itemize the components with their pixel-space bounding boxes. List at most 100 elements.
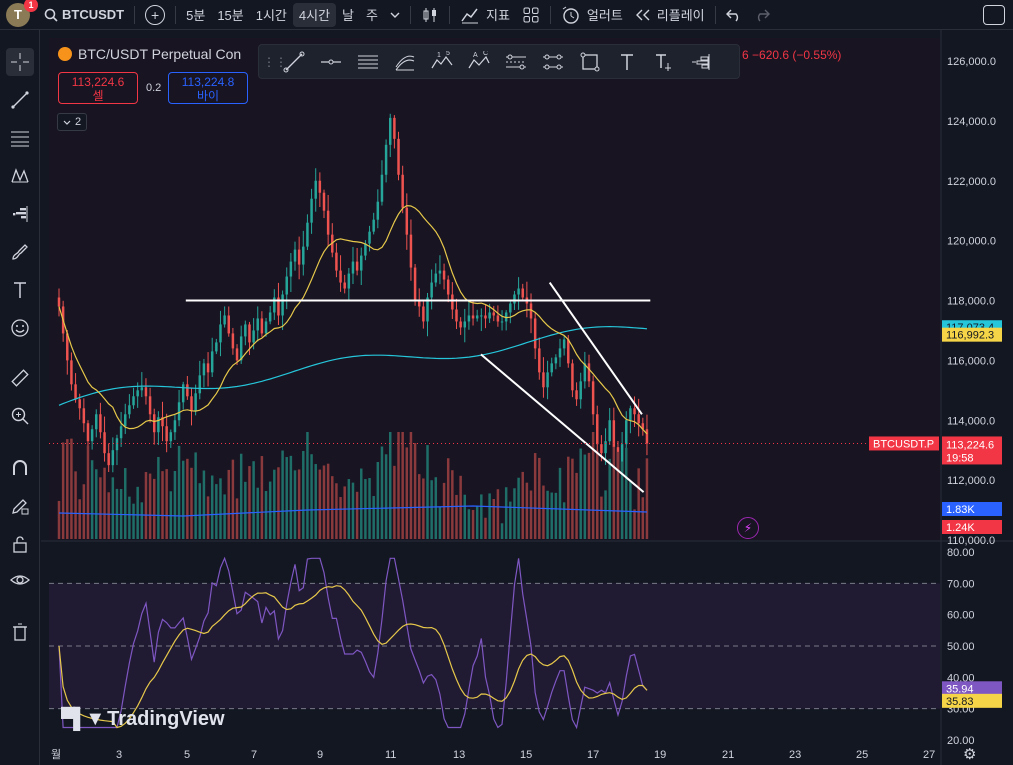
price-range-button[interactable] bbox=[534, 48, 571, 76]
volume-bar bbox=[82, 484, 86, 539]
volume-bar bbox=[542, 485, 545, 539]
price-pane-background bbox=[49, 38, 940, 540]
price-tick-label: 122,000.0 bbox=[947, 176, 996, 188]
chart-type-button[interactable] bbox=[415, 0, 445, 30]
pattern-tool[interactable] bbox=[6, 162, 34, 190]
indicator-count: 2 bbox=[74, 116, 82, 128]
replay-button[interactable]: 리플레이 bbox=[629, 0, 711, 30]
volume-bar bbox=[451, 470, 454, 539]
volume-bar bbox=[496, 489, 500, 539]
volume-bar bbox=[417, 474, 421, 539]
spread-value: 0.2 bbox=[146, 82, 162, 94]
undo-icon bbox=[725, 9, 738, 21]
interval-day[interactable]: 날 bbox=[342, 8, 355, 23]
candle-body bbox=[119, 426, 123, 439]
volume-profile-button[interactable] bbox=[682, 48, 719, 76]
time-tick-label: 19 bbox=[654, 749, 666, 761]
chart-canvas[interactable]: 126,000.0 124,000.0 122,000.0 120,000.0 118,… bbox=[41, 30, 1013, 765]
tv-logo-icon: ▀▌▼ bbox=[61, 708, 105, 730]
symbol-search-button[interactable]: BTCUSDT bbox=[38, 0, 130, 30]
candle-body bbox=[488, 312, 491, 319]
indicators-collapse-button[interactable]: 2 bbox=[57, 113, 87, 131]
candle-body bbox=[90, 429, 94, 442]
volume-bar bbox=[248, 466, 251, 539]
buy-button[interactable]: 113,224.8 바이 bbox=[168, 72, 248, 104]
divider bbox=[549, 5, 551, 24]
hide-drawings-tool[interactable] bbox=[6, 566, 34, 594]
zoom-tool[interactable] bbox=[6, 402, 34, 430]
volume-bar bbox=[459, 475, 462, 539]
interval-4h[interactable]: 4시간 bbox=[292, 2, 337, 27]
date-range-button[interactable] bbox=[497, 48, 534, 76]
volume-bar bbox=[136, 486, 139, 539]
candle-body bbox=[629, 408, 632, 421]
compare-symbol-button[interactable]: + bbox=[139, 0, 171, 30]
text-tool[interactable] bbox=[6, 276, 34, 304]
interval-15m[interactable]: 15분 bbox=[217, 8, 244, 23]
lock-drawing-tool[interactable] bbox=[6, 492, 34, 520]
magnet-tool[interactable] bbox=[6, 454, 34, 482]
redo-button[interactable] bbox=[748, 0, 776, 30]
anchored-text-button[interactable] bbox=[645, 48, 682, 76]
interval-dropdown[interactable] bbox=[384, 0, 406, 30]
volume-bar bbox=[124, 468, 127, 539]
measure-tool[interactable] bbox=[6, 364, 34, 392]
candle-body bbox=[78, 399, 81, 409]
candle-body bbox=[641, 423, 645, 430]
bolt-icon[interactable]: ⚡ bbox=[737, 517, 759, 539]
volume-bar bbox=[388, 432, 392, 539]
volume-bar bbox=[546, 490, 549, 539]
interval-week[interactable]: 주 bbox=[366, 8, 378, 23]
crosshair-tool[interactable] bbox=[6, 48, 34, 76]
gear-icon[interactable]: ⚙ bbox=[963, 746, 977, 763]
volume-bar bbox=[331, 476, 334, 539]
candle-body bbox=[417, 300, 421, 307]
volume-bar bbox=[438, 506, 442, 539]
volume-bar bbox=[86, 445, 90, 539]
candle-body bbox=[95, 414, 98, 430]
horizontal-ray-button[interactable] bbox=[312, 48, 349, 76]
fib-channel-button[interactable] bbox=[386, 48, 423, 76]
volume-bar bbox=[260, 456, 264, 539]
volume-bar bbox=[608, 458, 611, 539]
interval-5m[interactable]: 5분 bbox=[186, 8, 206, 23]
brush-tool[interactable] bbox=[6, 238, 34, 266]
candle-body bbox=[186, 384, 189, 397]
candle-body bbox=[562, 339, 566, 349]
drag-handle-icon[interactable]: ⋮⋮ bbox=[263, 54, 287, 69]
trend-line-button[interactable] bbox=[275, 48, 312, 76]
parallel-channel-button[interactable] bbox=[349, 48, 386, 76]
candle-body bbox=[434, 273, 438, 283]
interval-1h[interactable]: 1시간 bbox=[255, 8, 287, 23]
icon-tool[interactable] bbox=[6, 314, 34, 342]
fullscreen-button[interactable] bbox=[983, 5, 1005, 25]
rectangle-button[interactable] bbox=[571, 48, 608, 76]
layouts-button[interactable] bbox=[516, 0, 546, 30]
text-button[interactable] bbox=[608, 48, 645, 76]
time-tick-label: 23 bbox=[789, 749, 801, 761]
volume-bar bbox=[202, 470, 206, 539]
user-avatar[interactable]: T 1 bbox=[6, 0, 38, 27]
indicators-button[interactable]: 지표 bbox=[454, 0, 516, 30]
lock-all-tool[interactable] bbox=[6, 530, 34, 558]
trend-line-icon bbox=[11, 91, 29, 109]
fib-tool[interactable] bbox=[6, 124, 34, 152]
volume-bar bbox=[277, 467, 280, 539]
candle-body bbox=[376, 201, 380, 220]
alert-button[interactable]: 얼러트 bbox=[555, 0, 629, 30]
candles-icon bbox=[423, 7, 436, 22]
volume-bar bbox=[173, 470, 177, 539]
divider bbox=[175, 5, 177, 24]
forecast-tool[interactable] bbox=[6, 200, 34, 228]
volume-bar bbox=[273, 469, 276, 539]
sell-button[interactable]: 113,224.6 셀 bbox=[58, 72, 138, 104]
price-tick-label: 112,000.0 bbox=[947, 475, 995, 487]
remove-drawings-tool[interactable] bbox=[6, 618, 34, 646]
candle-body bbox=[409, 234, 413, 268]
volume-bar bbox=[335, 483, 338, 539]
trend-line-tool[interactable] bbox=[6, 86, 34, 114]
undo-button[interactable] bbox=[720, 0, 748, 30]
